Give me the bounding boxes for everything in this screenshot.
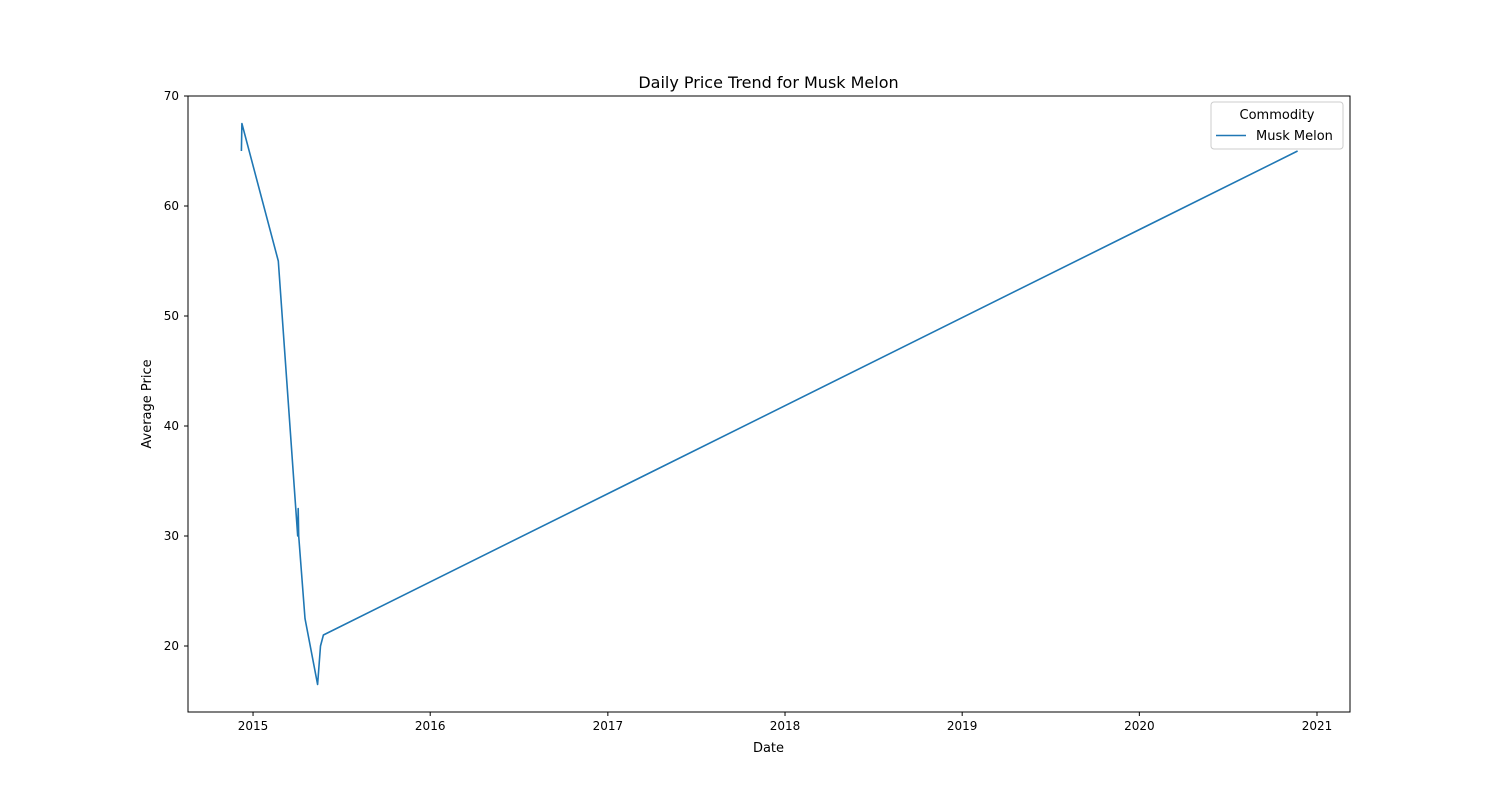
x-tick-label: 2018 xyxy=(770,719,801,733)
y-tick-label: 60 xyxy=(164,199,179,213)
legend-title: Commodity xyxy=(1240,108,1315,123)
x-axis-label: Date xyxy=(753,741,784,756)
series-line-musk-melon xyxy=(240,122,1298,686)
plot-area xyxy=(187,95,1351,713)
x-tick-label: 2021 xyxy=(1302,719,1333,733)
x-tick-label: 2017 xyxy=(593,719,624,733)
x-tick-label: 2016 xyxy=(415,719,446,733)
y-tick-label: 70 xyxy=(164,89,179,103)
legend-box xyxy=(1210,101,1344,150)
y-tick-label: 40 xyxy=(164,419,179,433)
y-tick-label: 50 xyxy=(164,309,179,323)
legend: Commodity Musk Melon xyxy=(1210,101,1344,150)
plot-frame xyxy=(187,95,1351,713)
x-tick-label: 2020 xyxy=(1124,719,1155,733)
chart-title: Daily Price Trend for Musk Melon xyxy=(638,73,898,92)
y-axis-label: Average Price xyxy=(140,359,155,448)
x-tick-label: 2015 xyxy=(238,719,269,733)
x-axis: 2015 2016 2017 2018 2019 2020 2021 xyxy=(238,712,1333,733)
y-tick-label: 20 xyxy=(164,639,179,653)
series-layer xyxy=(240,122,1298,686)
y-tick-label: 30 xyxy=(164,529,179,543)
legend-label-musk-melon: Musk Melon xyxy=(1256,129,1333,144)
x-tick-label: 2019 xyxy=(947,719,978,733)
y-axis: 20 30 40 50 60 70 xyxy=(164,89,188,653)
